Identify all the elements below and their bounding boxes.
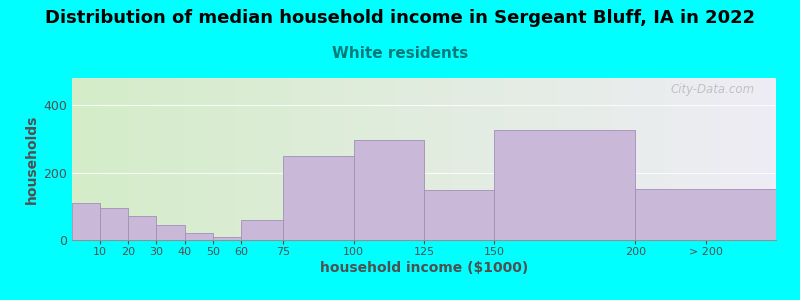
Bar	[72, 203, 100, 240]
Text: Distribution of median household income in Sergeant Bluff, IA in 2022: Distribution of median household income …	[45, 9, 755, 27]
Bar	[213, 237, 241, 240]
Bar	[635, 189, 776, 240]
Bar	[424, 190, 494, 240]
Bar	[283, 156, 354, 240]
Bar	[494, 130, 635, 240]
Y-axis label: households: households	[25, 114, 39, 204]
Text: White residents: White residents	[332, 46, 468, 62]
Bar	[185, 232, 213, 240]
Bar	[128, 216, 157, 240]
Text: City-Data.com: City-Data.com	[670, 83, 755, 96]
Bar	[157, 225, 185, 240]
Bar	[241, 220, 283, 240]
Bar	[354, 140, 424, 240]
Bar	[100, 208, 128, 240]
X-axis label: household income ($1000): household income ($1000)	[320, 261, 528, 275]
